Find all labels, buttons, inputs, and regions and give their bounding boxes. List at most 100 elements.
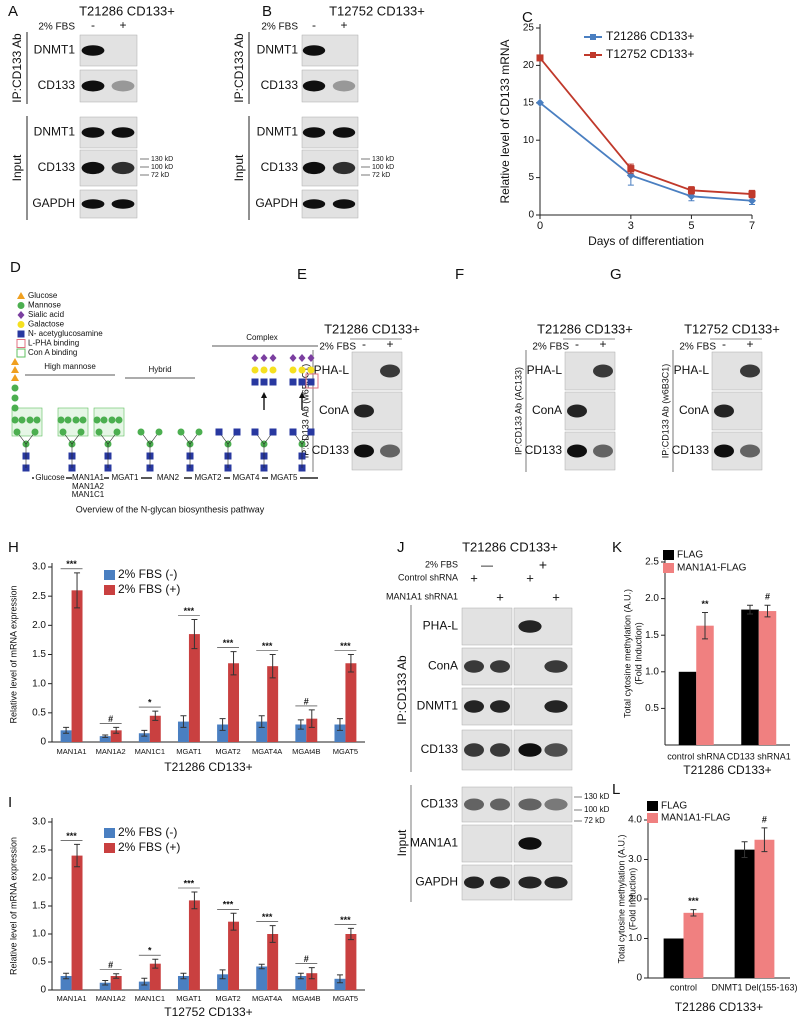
panel-letter: D (10, 259, 21, 276)
legend-item: N- acetyglucosamine (28, 329, 103, 338)
band (332, 127, 356, 138)
sialic-icon (289, 354, 297, 362)
glucose-icon (11, 374, 19, 381)
x-tick-label: MGAT1 (176, 747, 201, 756)
band (464, 876, 484, 889)
condition-label: Control shRNA (398, 572, 458, 582)
error-bar (63, 726, 70, 734)
fbs-mark: — (481, 558, 493, 572)
legend-label: 2% FBS (-) (118, 567, 177, 581)
x-tick-label: MGAT2 (215, 994, 240, 1003)
panel-letter: K (612, 539, 622, 556)
label-bg (152, 473, 184, 483)
bar (267, 666, 279, 742)
significance: *** (223, 900, 234, 910)
condition-label: MAN1A1 shRNA1 (386, 591, 458, 601)
band (332, 161, 356, 175)
bar (295, 724, 307, 742)
fbs-mark: + (539, 557, 547, 573)
bar (267, 934, 279, 990)
y-tick-label: 1.5 (32, 901, 46, 912)
galactose-icon (298, 366, 306, 374)
error-bar (180, 972, 187, 980)
lane-label: + (340, 18, 347, 32)
error-bar (308, 709, 315, 728)
bar (60, 730, 72, 742)
bar (217, 974, 229, 990)
error-bar (690, 909, 697, 917)
sialic-icon (260, 354, 268, 362)
error-bar (152, 710, 159, 721)
error-bar (741, 841, 748, 859)
label-bg (72, 473, 104, 483)
significance: # (304, 696, 309, 706)
x-axis-label: T21286 CD133+ (164, 760, 252, 774)
band (593, 364, 613, 378)
error-bar (141, 729, 148, 737)
fbs-label: 2% FBS (679, 342, 716, 353)
y-tick-label: 0 (636, 973, 642, 984)
panel-letter: E (297, 266, 307, 283)
band (302, 80, 326, 92)
error-bar (113, 726, 120, 734)
legend-swatch (647, 813, 658, 823)
band (544, 700, 568, 713)
x-tick-label: MGAT4A (252, 747, 282, 756)
band (354, 404, 374, 418)
blot-title: T12752 CD133+ (684, 321, 780, 336)
sialic-icon (269, 354, 277, 362)
band (354, 444, 374, 458)
error-bar (219, 969, 226, 980)
arrowhead (261, 392, 267, 398)
x-tick-label: MAN1A1 (57, 994, 87, 1003)
y-tick-label: 1.0 (628, 933, 642, 944)
bar (334, 724, 346, 742)
x-tick-label: MAN1A2 (96, 747, 126, 756)
x-tick-label: MAN1A2 (96, 994, 126, 1003)
bar (71, 590, 83, 742)
row-label: GAPDH (255, 196, 298, 210)
y-tick-label: 4.0 (628, 815, 642, 826)
error-bar (180, 715, 187, 728)
y-tick-label: 0.5 (32, 707, 46, 718)
label-bg (34, 473, 66, 483)
galactose-icon (307, 366, 315, 374)
mannose-icon (155, 428, 163, 436)
galactose-icon (260, 366, 268, 374)
x-tick-label: 0 (537, 220, 543, 232)
sialic-icon (298, 354, 306, 362)
bar (228, 921, 240, 990)
mannose-icon (11, 404, 19, 412)
lane-label: + (119, 18, 126, 32)
error-bar (269, 925, 276, 943)
panel-letter: J (397, 539, 405, 556)
band (518, 798, 542, 811)
band (111, 127, 135, 138)
row-label: ConA (532, 403, 562, 417)
legend-label: 2% FBS (+) (118, 582, 180, 596)
ip-label: IP:CD133 Ab (w6B3C1) (660, 364, 670, 459)
blot-title: T21286 CD133+ (462, 539, 558, 554)
y-tick-label: 1.5 (32, 649, 46, 660)
lane-label: - (362, 337, 366, 351)
x-axis-label: T21286 CD133+ (675, 1000, 763, 1014)
fbs-label: 2% FBS (532, 342, 569, 353)
band (81, 199, 105, 209)
error-bar (63, 972, 70, 980)
legend-label: T21286 CD133+ (606, 29, 694, 43)
y-axis-label: Relative level of mRNA expression (8, 585, 18, 723)
legend-swatch (104, 585, 115, 595)
glcnac-icon (260, 378, 268, 386)
band (111, 161, 135, 175)
y-tick-label: 3.0 (32, 817, 46, 828)
x-tick-label: MAN1A1 (57, 747, 87, 756)
bar (60, 976, 72, 990)
band (81, 45, 105, 56)
bar (177, 721, 189, 742)
error-bar (269, 654, 276, 679)
mannose-icon (13, 428, 21, 436)
band (518, 876, 542, 889)
bar (149, 963, 161, 990)
row-label: CD133 (525, 443, 563, 457)
legend-item: Glucose (28, 291, 58, 300)
